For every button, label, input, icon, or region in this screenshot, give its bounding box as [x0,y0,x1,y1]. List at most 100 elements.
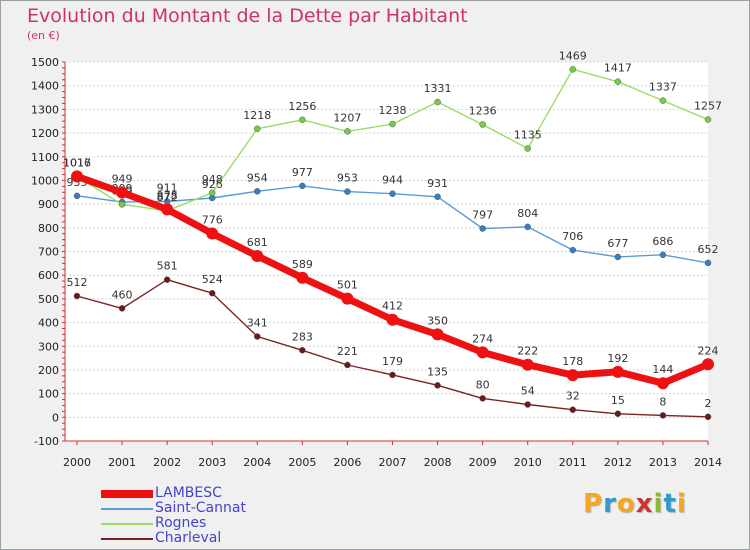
data-label-charleval: 135 [427,365,448,378]
logo-letter: o [616,489,636,519]
data-point-charleval [614,410,622,418]
x-tick-label: 2006 [333,456,361,469]
legend-label: Charleval [155,530,222,546]
x-tick-label: 2011 [559,456,587,469]
data-point-charleval [344,361,351,369]
legend-item-rognes: Rognes [101,515,321,532]
data-label-lambesc: 274 [472,332,493,345]
data-label-saint-cannat: 931 [427,177,448,190]
data-point-lambesc [656,377,669,390]
legend-item-saint-cannat: Saint-Cannat [101,500,321,517]
x-tick-label: 2007 [379,456,407,469]
data-label-lambesc: 1017 [63,156,91,169]
data-point-charleval [569,406,577,413]
data-label-rognes: 1135 [514,128,542,141]
data-point-lambesc [521,358,534,371]
data-point-charleval [299,347,306,354]
data-point-saint-cannat [389,190,396,197]
data-label-rognes: 1469 [559,49,587,62]
y-tick-label: 0 [52,411,59,424]
data-point-saint-cannat [73,192,81,200]
data-point-saint-cannat [299,182,306,190]
data-point-rognes [704,116,712,123]
data-label-saint-cannat: 944 [382,174,403,187]
y-tick-label: 100 [38,388,59,401]
x-tick-label: 2004 [243,456,271,469]
data-point-saint-cannat [614,253,622,261]
data-point-charleval [659,412,667,419]
data-point-lambesc [71,170,83,183]
data-point-lambesc [431,328,444,341]
logo-letter: i [653,489,664,519]
data-point-lambesc [386,313,399,326]
data-point-lambesc [341,292,354,305]
data-point-lambesc [566,369,579,382]
x-tick-label: 2013 [649,456,677,469]
data-label-rognes: 1016 [63,157,91,170]
data-point-charleval [704,413,712,421]
y-tick-label: 600 [38,269,59,282]
legend: LAMBESC Saint-Cannat Rognes Charleval [101,485,321,547]
data-point-rognes [614,78,622,85]
data-label-charleval: 283 [292,330,313,343]
legend-label: Saint-Cannat [155,500,246,516]
legend-label: LAMBESC [155,485,222,501]
data-label-charleval: 54 [521,385,535,398]
data-point-rognes [434,98,441,106]
data-point-rognes [524,145,531,152]
data-point-lambesc [251,250,264,263]
data-label-rognes: 1218 [243,109,271,122]
data-point-charleval [389,371,396,379]
chart-title: Evolution du Montant de la Dette par Hab… [27,5,468,27]
data-label-rognes: 1256 [288,100,316,113]
data-label-lambesc: 350 [427,314,448,327]
data-point-rognes [659,97,667,104]
logo-letter: P [583,489,604,519]
x-tick-label: 2005 [288,456,316,469]
proxiti-logo: Proxiti [583,489,687,519]
y-tick-label: -100 [34,435,59,448]
data-label-lambesc: 776 [202,213,223,226]
data-point-saint-cannat [479,225,486,232]
data-point-lambesc [296,271,309,284]
y-tick-label: 300 [38,340,59,353]
data-label-saint-cannat: 652 [698,243,719,256]
data-label-rognes: 1257 [694,100,722,113]
data-point-charleval [434,382,441,389]
data-label-rognes: 1337 [649,81,677,94]
x-tick-label: 2009 [469,456,497,469]
data-label-lambesc: 222 [517,345,538,358]
y-tick-label: 200 [38,364,59,377]
x-tick-label: 2012 [604,456,632,469]
chart-unit: (en €) [27,29,60,42]
y-tick-label: 500 [38,293,59,306]
data-label-charleval: 460 [112,288,133,301]
data-label-charleval: 179 [382,355,403,368]
data-point-lambesc [611,365,624,378]
logo-letter: t [663,489,677,519]
data-point-saint-cannat [524,223,531,231]
y-tick-label: 400 [38,317,59,330]
data-point-charleval [479,395,486,402]
data-label-saint-cannat: 926 [202,178,223,191]
data-label-saint-cannat: 954 [247,171,268,184]
data-point-saint-cannat [344,188,351,195]
data-label-charleval: 32 [566,390,580,403]
y-tick-label: 1300 [31,103,59,116]
data-label-rognes: 1331 [424,82,452,95]
data-point-rognes [299,116,306,124]
data-label-charleval: 581 [157,260,178,273]
y-tick-label: 1200 [31,127,59,140]
legend-item-charleval: Charleval [101,530,321,547]
data-label-lambesc: 878 [157,189,178,202]
data-point-saint-cannat [569,246,577,254]
data-label-charleval: 221 [337,345,358,358]
data-label-charleval: 512 [67,276,88,289]
data-label-charleval: 80 [476,378,490,391]
data-label-charleval: 524 [202,273,223,286]
logo-letter: i [676,489,687,519]
x-tick-label: 2008 [424,456,452,469]
data-label-lambesc: 224 [698,344,719,357]
